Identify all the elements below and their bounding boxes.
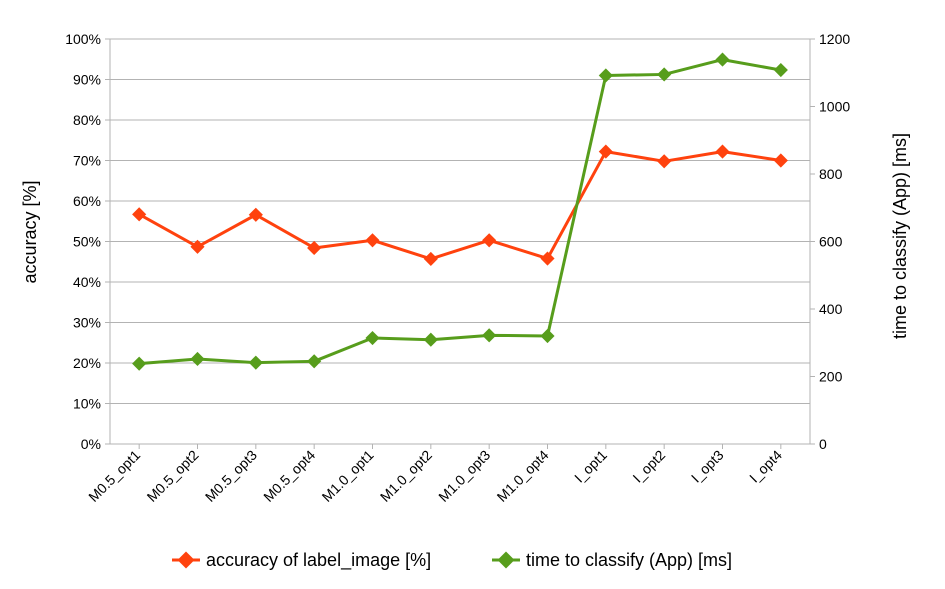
data-point-1 — [190, 351, 205, 367]
gridlines — [105, 38, 810, 445]
series-line-0 — [138, 150, 782, 261]
y-axis-title-right: time to classify (App) [ms] — [890, 133, 910, 339]
x-tick-label: I_opt4 — [746, 447, 785, 486]
y-tick-label-left: 20% — [73, 355, 101, 371]
y-tick-label-left: 100% — [65, 31, 101, 47]
x-tick-label: M1.0_opt1 — [319, 447, 377, 505]
x-tick-label: M1.0_opt2 — [377, 447, 435, 505]
data-point-0 — [365, 233, 380, 248]
y-tick-label-right: 1200 — [819, 31, 850, 47]
data-point-0 — [540, 251, 555, 266]
data-point-0 — [598, 144, 613, 159]
data-point-0 — [715, 144, 730, 159]
x-tick-label: I_opt1 — [571, 447, 610, 486]
x-tick-label: M0.5_opt3 — [202, 447, 260, 505]
x-tick-label: M1.0_opt3 — [435, 447, 493, 505]
y-tick-label-right: 1000 — [819, 99, 850, 115]
left-axis-ticks: 0% 10% 20% 30% 40% 50% 60% 70% 80% 90% 100% — [65, 31, 101, 452]
y-tick-label-right: 200 — [819, 369, 843, 385]
series — [132, 52, 788, 371]
data-point-1 — [540, 328, 555, 344]
y-tick-label-left: 40% — [73, 274, 101, 290]
data-point-1 — [423, 332, 438, 347]
x-tick-label: M0.5_opt1 — [85, 447, 143, 505]
x-tick-label: M0.5_opt2 — [144, 447, 202, 505]
x-tick-label: I_opt2 — [629, 447, 668, 486]
series-line-1 — [139, 58, 782, 366]
data-point-0 — [773, 153, 788, 168]
right-axis-ticks: 0 200 400 600 800 1000 1200 — [819, 31, 850, 452]
x-tick-label: I_opt3 — [688, 447, 727, 486]
y-tick-label-left: 10% — [73, 396, 101, 412]
y-tick-label-left: 50% — [73, 234, 101, 250]
y-tick-label-left: 80% — [73, 112, 101, 128]
data-point-0 — [190, 239, 205, 254]
x-axis-ticks: M0.5_opt1 M0.5_opt2 M0.5_opt3 M0.5_opt4 M1.0… — [85, 447, 785, 505]
y-tick-label-right: 600 — [819, 234, 843, 250]
y-tick-label-left: 70% — [73, 153, 101, 169]
data-point-1 — [132, 356, 147, 371]
data-point-0 — [657, 154, 672, 169]
y-tick-label-right: 0 — [819, 436, 827, 452]
data-point-1 — [248, 355, 263, 370]
data-point-1 — [657, 67, 672, 82]
data-point-1 — [365, 330, 380, 346]
x-tick-label: M0.5_opt4 — [260, 447, 318, 505]
legend-label-accuracy: accuracy of label_image [%] — [206, 550, 431, 571]
y-tick-label-right: 800 — [819, 166, 843, 182]
data-point-1 — [482, 328, 497, 343]
data-point-1 — [598, 68, 613, 83]
x-tick-label: M1.0_opt4 — [494, 447, 552, 505]
data-point-1 — [715, 52, 730, 67]
legend-item-time: time to classify (App) [ms] — [492, 550, 732, 570]
data-point-0 — [423, 251, 438, 266]
y-tick-label-left: 90% — [73, 72, 101, 88]
y-tick-label-right: 400 — [819, 301, 843, 317]
data-point-0 — [132, 207, 147, 222]
legend: accuracy of label_image [%] time to clas… — [172, 550, 732, 571]
y-tick-label-left: 0% — [81, 436, 101, 452]
data-point-1 — [773, 62, 788, 78]
y-tick-label-left: 30% — [73, 315, 101, 331]
legend-label-time: time to classify (App) [ms] — [526, 550, 732, 570]
legend-item-accuracy: accuracy of label_image [%] — [172, 550, 431, 571]
data-point-0 — [307, 240, 322, 256]
data-point-1 — [307, 354, 322, 369]
data-point-0 — [248, 207, 263, 222]
y-axis-title-left: accuracy [%] — [20, 180, 40, 283]
data-point-0 — [482, 233, 497, 248]
y-tick-label-left: 60% — [73, 193, 101, 209]
axes — [109, 38, 815, 449]
